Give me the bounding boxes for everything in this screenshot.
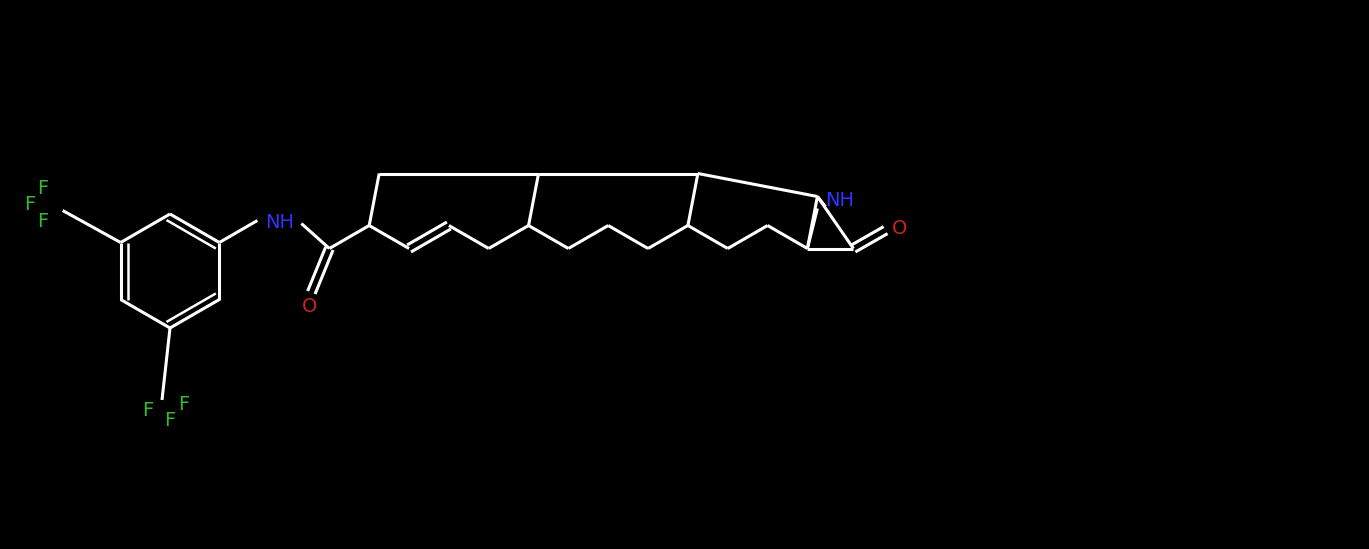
Text: F: F [25, 195, 36, 214]
Text: F: F [37, 179, 48, 198]
Text: NH: NH [826, 191, 854, 210]
Text: O: O [893, 219, 908, 238]
Text: F: F [178, 395, 190, 414]
Text: F: F [142, 401, 153, 419]
Text: F: F [37, 212, 48, 231]
Text: NH: NH [264, 213, 294, 232]
Text: O: O [301, 297, 318, 316]
Text: F: F [164, 411, 175, 429]
